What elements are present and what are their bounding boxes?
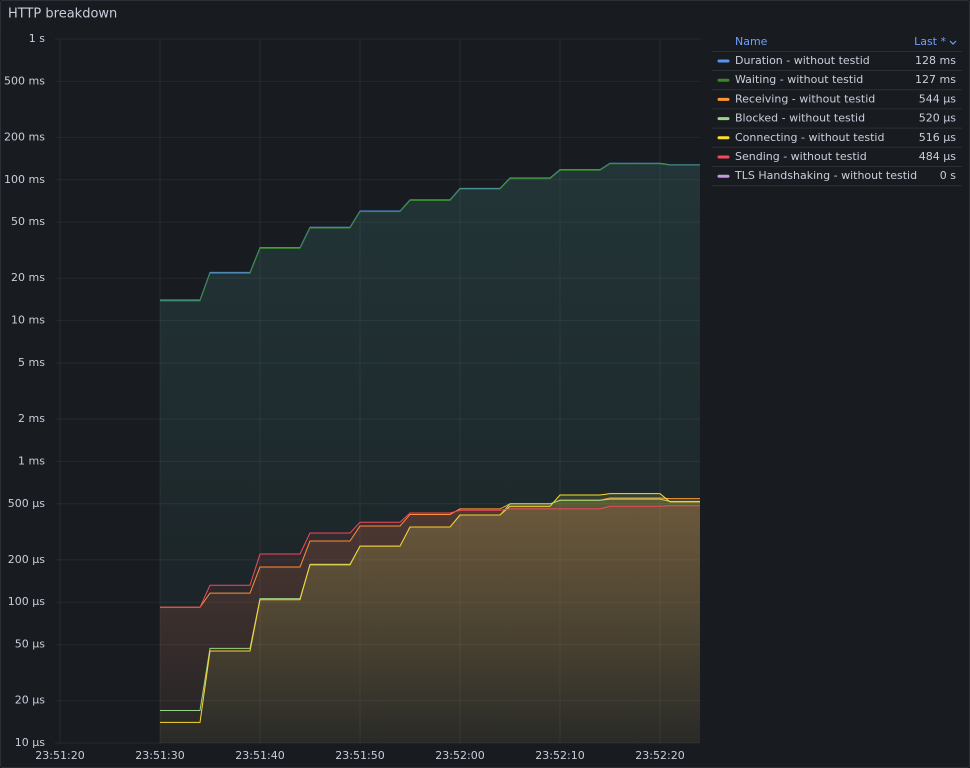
x-tick-label: 23:52:20 <box>635 749 684 762</box>
series-line <box>160 163 700 302</box>
panel-title: HTTP breakdown <box>8 7 117 22</box>
y-tick-label: 10 µs <box>15 736 45 749</box>
y-tick-label: 50 ms <box>11 215 45 228</box>
x-tick-label: 23:52:00 <box>435 749 484 762</box>
y-tick-label: 500 ms <box>4 74 45 87</box>
legend-name[interactable]: Duration - without testid <box>735 54 870 67</box>
x-tick-label: 23:51:20 <box>35 749 84 762</box>
y-tick-label: 5 ms <box>18 356 45 369</box>
y-tick-label: 1 s <box>29 32 45 45</box>
x-tick-label: 23:51:30 <box>135 749 184 762</box>
y-tick-label: 500 µs <box>8 497 45 510</box>
legend-name[interactable]: Sending - without testid <box>735 150 867 163</box>
series-line <box>160 505 700 608</box>
y-tick-label: 20 µs <box>15 694 45 707</box>
legend-name[interactable]: TLS Handshaking - without testid <box>734 169 917 182</box>
legend-header-name[interactable]: Name <box>735 35 768 48</box>
x-tick-label: 23:51:40 <box>235 749 284 762</box>
legend-last: 0 s <box>940 169 956 182</box>
legend-last: 127 ms <box>915 73 956 86</box>
y-tick-label: 100 µs <box>8 595 45 608</box>
y-tick-label: 2 ms <box>18 412 45 425</box>
legend-name[interactable]: Waiting - without testid <box>735 73 863 86</box>
legend-name[interactable]: Connecting - without testid <box>735 131 884 144</box>
y-tick-label: 20 ms <box>11 271 45 284</box>
legend-last: 128 ms <box>915 54 956 67</box>
sort-icon <box>949 40 957 45</box>
legend-name[interactable]: Blocked - without testid <box>735 112 865 125</box>
legend-header-last[interactable]: Last * <box>914 35 946 48</box>
legend-last: 544 µs <box>919 92 956 105</box>
y-tick-label: 1 ms <box>18 454 45 467</box>
y-tick-label: 200 ms <box>4 130 45 143</box>
y-tick-label: 200 µs <box>8 553 45 566</box>
x-tick-label: 23:51:50 <box>335 749 384 762</box>
y-tick-label: 100 ms <box>4 173 45 186</box>
x-tick-label: 23:52:10 <box>535 749 584 762</box>
series-area <box>160 505 700 743</box>
legend-name[interactable]: Receiving - without testid <box>735 92 875 105</box>
y-tick-label: 50 µs <box>15 638 45 651</box>
y-tick-label: 10 ms <box>11 314 45 327</box>
legend-last: 516 µs <box>919 131 956 144</box>
legend-last: 484 µs <box>919 150 956 163</box>
legend-last: 520 µs <box>919 112 956 125</box>
